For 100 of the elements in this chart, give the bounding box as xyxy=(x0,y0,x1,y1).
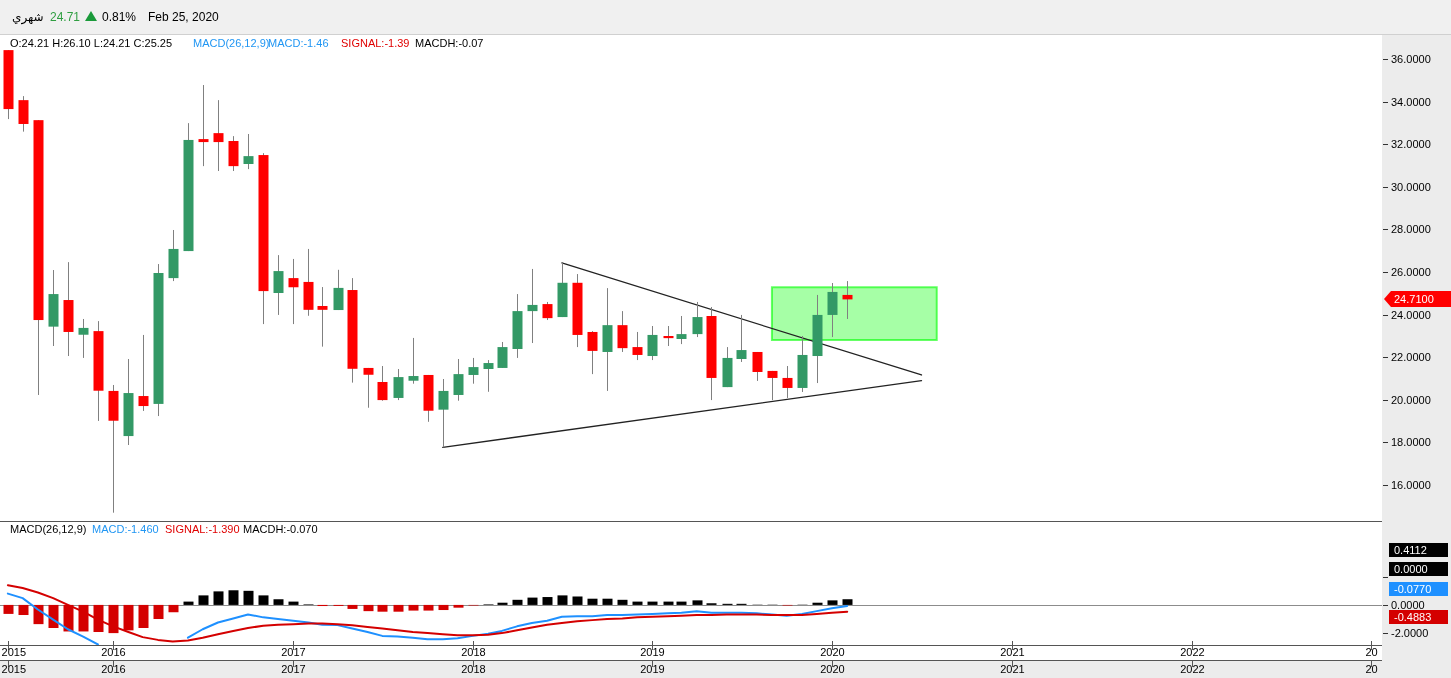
bar xyxy=(198,595,209,605)
x-tick-label: 2017 xyxy=(281,646,306,658)
bar xyxy=(123,604,134,631)
bar xyxy=(647,601,658,605)
candlestick xyxy=(288,258,299,325)
candlestick xyxy=(468,357,479,385)
candlestick xyxy=(692,301,703,338)
bar xyxy=(153,604,164,620)
text: 24.71 xyxy=(50,10,81,24)
annotation: MACD(26,12,9) xyxy=(10,523,87,535)
bar xyxy=(93,604,104,633)
candlestick xyxy=(676,315,687,345)
candlestick xyxy=(752,351,763,382)
bar xyxy=(363,604,374,612)
bar xyxy=(213,591,224,605)
text: Feb 25, 2020 xyxy=(148,10,220,24)
x2-tick-label: 2019 xyxy=(640,663,665,675)
candlestick xyxy=(393,368,404,401)
candlestick xyxy=(453,358,464,402)
candlestick xyxy=(243,133,254,170)
bar xyxy=(572,596,583,605)
y-tick-label: -2.0000 xyxy=(1391,627,1429,640)
y-tick-label: 24.0000 xyxy=(1391,309,1431,322)
x2-tick-label: 2022 xyxy=(1180,663,1205,675)
bar xyxy=(138,604,149,628)
annotation: O:24.21 H:26.10 L:24.21 C:25.25 xyxy=(10,37,173,49)
x-tick-label: 2019 xyxy=(640,646,665,658)
candlestick xyxy=(78,318,89,359)
candlestick xyxy=(767,370,778,401)
bar xyxy=(183,601,194,605)
y-tick-label: 20.0000 xyxy=(1391,394,1431,407)
x-tick-label: 2016 xyxy=(101,646,126,658)
bar xyxy=(3,604,14,614)
candlestick xyxy=(527,268,538,344)
candlestick xyxy=(317,286,328,348)
candlestick xyxy=(213,99,224,172)
y-tick-label: 32.0000 xyxy=(1391,138,1431,151)
bar xyxy=(243,590,254,605)
bar xyxy=(663,601,674,605)
bar xyxy=(527,597,538,605)
bar xyxy=(453,604,464,608)
x-tick-label: 2015 xyxy=(1,646,27,658)
candlestick xyxy=(273,254,284,316)
bar xyxy=(692,600,703,605)
bar xyxy=(108,604,119,634)
annotation: MACD(26,12,9) xyxy=(193,37,270,49)
x-tick-label: 2020 xyxy=(820,646,845,658)
bar xyxy=(587,598,598,605)
bar xyxy=(288,601,299,605)
bar xyxy=(512,599,523,605)
x2-tick-label: 2017 xyxy=(281,663,306,675)
bar xyxy=(423,604,434,611)
annotation: MACD:-1.46 xyxy=(268,37,329,49)
bar xyxy=(377,604,388,612)
text: -0.4883 xyxy=(1394,610,1432,623)
bar xyxy=(542,597,553,605)
x-tick-label: 20 xyxy=(1365,646,1378,658)
candlestick xyxy=(827,282,838,338)
y-tick-label: 0.0000 xyxy=(1391,599,1425,612)
candlestick xyxy=(408,337,419,385)
bar xyxy=(393,604,404,612)
annotation: SIGNAL:-1.39 xyxy=(341,37,410,49)
x-tick-label: 2018 xyxy=(461,646,486,658)
candlestick xyxy=(198,84,209,167)
x-tick-label: 2022 xyxy=(1180,646,1205,658)
bar xyxy=(497,602,508,605)
candlestick xyxy=(647,325,658,361)
text: 0.81% xyxy=(102,10,137,24)
candlestick xyxy=(736,314,747,363)
candlestick xyxy=(483,359,494,393)
y-tick-label: 30.0000 xyxy=(1391,181,1431,194)
bar xyxy=(842,599,853,605)
candlestick xyxy=(18,95,29,133)
y-tick-label: 16.0000 xyxy=(1391,479,1431,492)
candlestick xyxy=(617,310,628,353)
bar xyxy=(617,599,628,605)
candlestick xyxy=(138,334,149,412)
y-tick-label: 22.0000 xyxy=(1391,351,1431,364)
text: 0.4112 xyxy=(1394,543,1427,556)
text: -0.0770 xyxy=(1394,582,1432,595)
bar xyxy=(557,595,568,605)
bar xyxy=(632,601,643,605)
bar xyxy=(676,601,687,605)
candlestick xyxy=(333,269,344,311)
y-tick-label: 18.0000 xyxy=(1391,436,1431,449)
x2-tick-label: 2015 xyxy=(1,663,27,675)
y-tick-label: 36.0000 xyxy=(1391,53,1431,66)
text: 24.7100 xyxy=(1394,292,1434,305)
x2-tick-label: 2020 xyxy=(820,663,845,675)
x2-tick-label: 20 xyxy=(1365,663,1378,675)
candlestick xyxy=(542,301,553,321)
bar xyxy=(602,598,613,605)
annotation: SIGNAL:-1.390 xyxy=(165,523,240,535)
bar xyxy=(273,599,284,605)
y-tick-label: 34.0000 xyxy=(1391,96,1431,109)
x2-tick-label: 2021 xyxy=(1000,663,1025,675)
bar xyxy=(408,604,419,611)
candlestick xyxy=(438,378,449,448)
bar xyxy=(347,604,358,609)
bar xyxy=(827,600,838,605)
